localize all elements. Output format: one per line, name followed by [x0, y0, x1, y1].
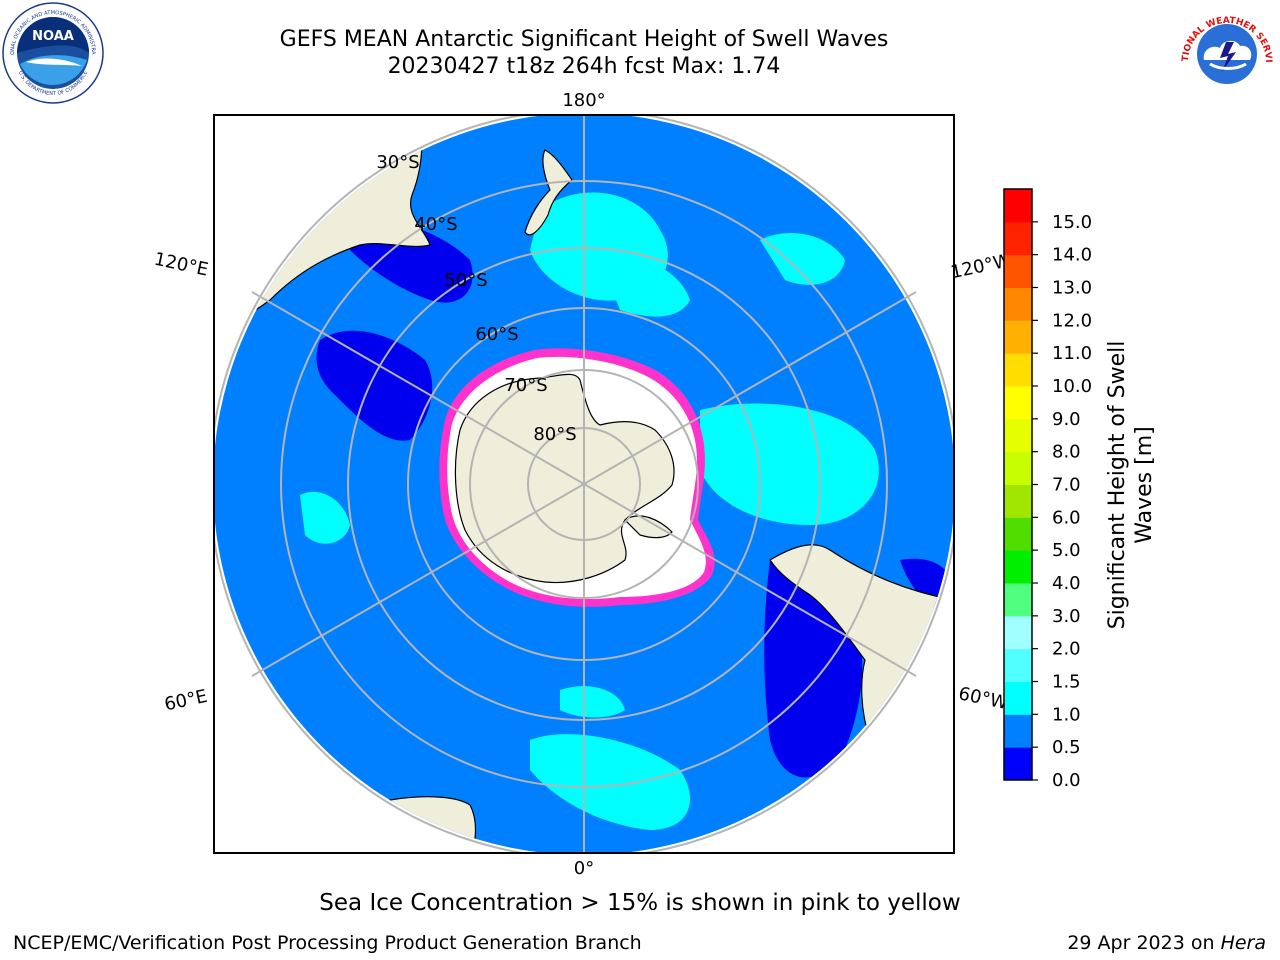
- colorbar-tick-label: 15.0: [1052, 212, 1092, 233]
- footer-machine: Hera: [1220, 932, 1266, 954]
- colorbar-segment: [1004, 287, 1032, 321]
- chart-title: GEFS MEAN Antarctic Significant Height o…: [279, 27, 889, 52]
- colorbar-segment: [1004, 714, 1032, 748]
- colorbar-tick-label: 11.0: [1052, 343, 1092, 364]
- colorbar-segment: [1004, 484, 1032, 518]
- swell-patch-south: [560, 686, 625, 718]
- colorbar-tick-label: 12.0: [1052, 310, 1092, 331]
- colorbar-segment: [1004, 681, 1032, 715]
- footer-date: 29 Apr 2023 on Hera: [1067, 932, 1266, 954]
- land-antarctica: [454, 373, 675, 584]
- swell-patch-atlantic: [530, 734, 690, 830]
- noaa-logo-text: NOAA: [32, 29, 74, 44]
- lon-label-top: 180°: [562, 90, 605, 111]
- swell-patch-ne: [760, 232, 845, 285]
- sea-ice-note: Sea Ice Concentration > 15% is shown in …: [319, 890, 961, 916]
- colorbar-tick-label: 10.0: [1052, 376, 1092, 397]
- lat-label-80s: 80°S: [533, 424, 576, 445]
- colorbar-tick-label: 5.0: [1052, 540, 1081, 561]
- colorbar-tick-label: 2.0: [1052, 639, 1081, 660]
- colorbar-tick-label: 0.5: [1052, 737, 1081, 758]
- lon-label-lower-right: 60°W: [957, 683, 1010, 714]
- footer-date-text: 29 Apr 2023 on: [1067, 932, 1215, 954]
- colorbar-segment: [1004, 615, 1032, 650]
- chart-subtitle: 20230427 t18z 264h fcst Max: 1.74: [387, 54, 781, 79]
- colorbar-tick-label: 9.0: [1052, 409, 1081, 430]
- lat-label-70s: 70°S: [504, 375, 547, 396]
- swell-patch-west: [300, 491, 350, 544]
- colorbar-tick-label: 3.0: [1052, 606, 1081, 627]
- lat-label-30s: 30°S: [376, 152, 419, 173]
- colorbar-segment: [1004, 254, 1032, 288]
- meridian-120e-60w: [251, 291, 917, 677]
- footer-credit: NCEP/EMC/Verification Post Processing Pr…: [13, 932, 642, 954]
- graticule: [214, 115, 954, 853]
- colorbar-segment: [1004, 418, 1032, 453]
- colorbar-label-line2: Waves [m]: [1132, 426, 1157, 543]
- lon-label-upper-left: 120°E: [152, 249, 210, 281]
- noaa-logo-icon: NATIONAL OCEANIC AND ATMOSPHERIC ADMINIS…: [2, 2, 104, 104]
- calm-region-indian: [316, 330, 433, 441]
- colorbar-tick-label: 4.0: [1052, 573, 1081, 594]
- colorbar-tick-label: 8.0: [1052, 442, 1081, 463]
- colorbar-segment: [1004, 648, 1032, 682]
- swell-patch-east-pacific: [700, 403, 879, 525]
- colorbar-tick-label: 7.0: [1052, 475, 1081, 496]
- colorbar: 0.0 0.5 1.0 1.5 2.0 3.0 4.0 5.0 6.0 7.0 8.0 9.0 10.0…: [1003, 188, 1092, 791]
- colorbar-segment: [1004, 517, 1032, 551]
- lat-label-50s: 50°S: [444, 270, 487, 291]
- lat-label-60s: 60°S: [475, 324, 518, 345]
- colorbar-label-line1: Significant Height of Swell: [1105, 341, 1130, 630]
- colorbar-segment: [1004, 353, 1032, 387]
- lat-label-40s: 40°S: [414, 214, 457, 235]
- colorbar-tick-label: 13.0: [1052, 278, 1092, 299]
- colorbar-tick-label: 1.0: [1052, 704, 1081, 725]
- colorbar-tick-label: 1.5: [1052, 672, 1081, 693]
- colorbar-segment: [1004, 320, 1032, 354]
- colorbar-segment: [1004, 747, 1032, 781]
- nws-logo-icon: NATIONAL WEATHER SERVICE: [1176, 2, 1277, 103]
- colorbar-segment: [1004, 583, 1032, 617]
- colorbar-segment: [1004, 550, 1032, 584]
- swell-patch-pacific-2: [600, 257, 690, 317]
- lon-label-bottom: 0°: [574, 858, 594, 879]
- land-new-zealand: [524, 149, 573, 236]
- colorbar-segment: [1004, 451, 1032, 485]
- map-frame: [213, 114, 955, 854]
- colorbar-tick-label: 14.0: [1052, 245, 1092, 266]
- colorbar-tick-label: 0.0: [1052, 770, 1081, 791]
- colorbar-segment: [1004, 386, 1032, 420]
- colorbar-segment: [1004, 221, 1032, 256]
- colorbar-segment: [1004, 189, 1032, 223]
- lon-label-lower-left: 60°E: [163, 686, 210, 716]
- colorbar-tick-label: 6.0: [1052, 507, 1081, 528]
